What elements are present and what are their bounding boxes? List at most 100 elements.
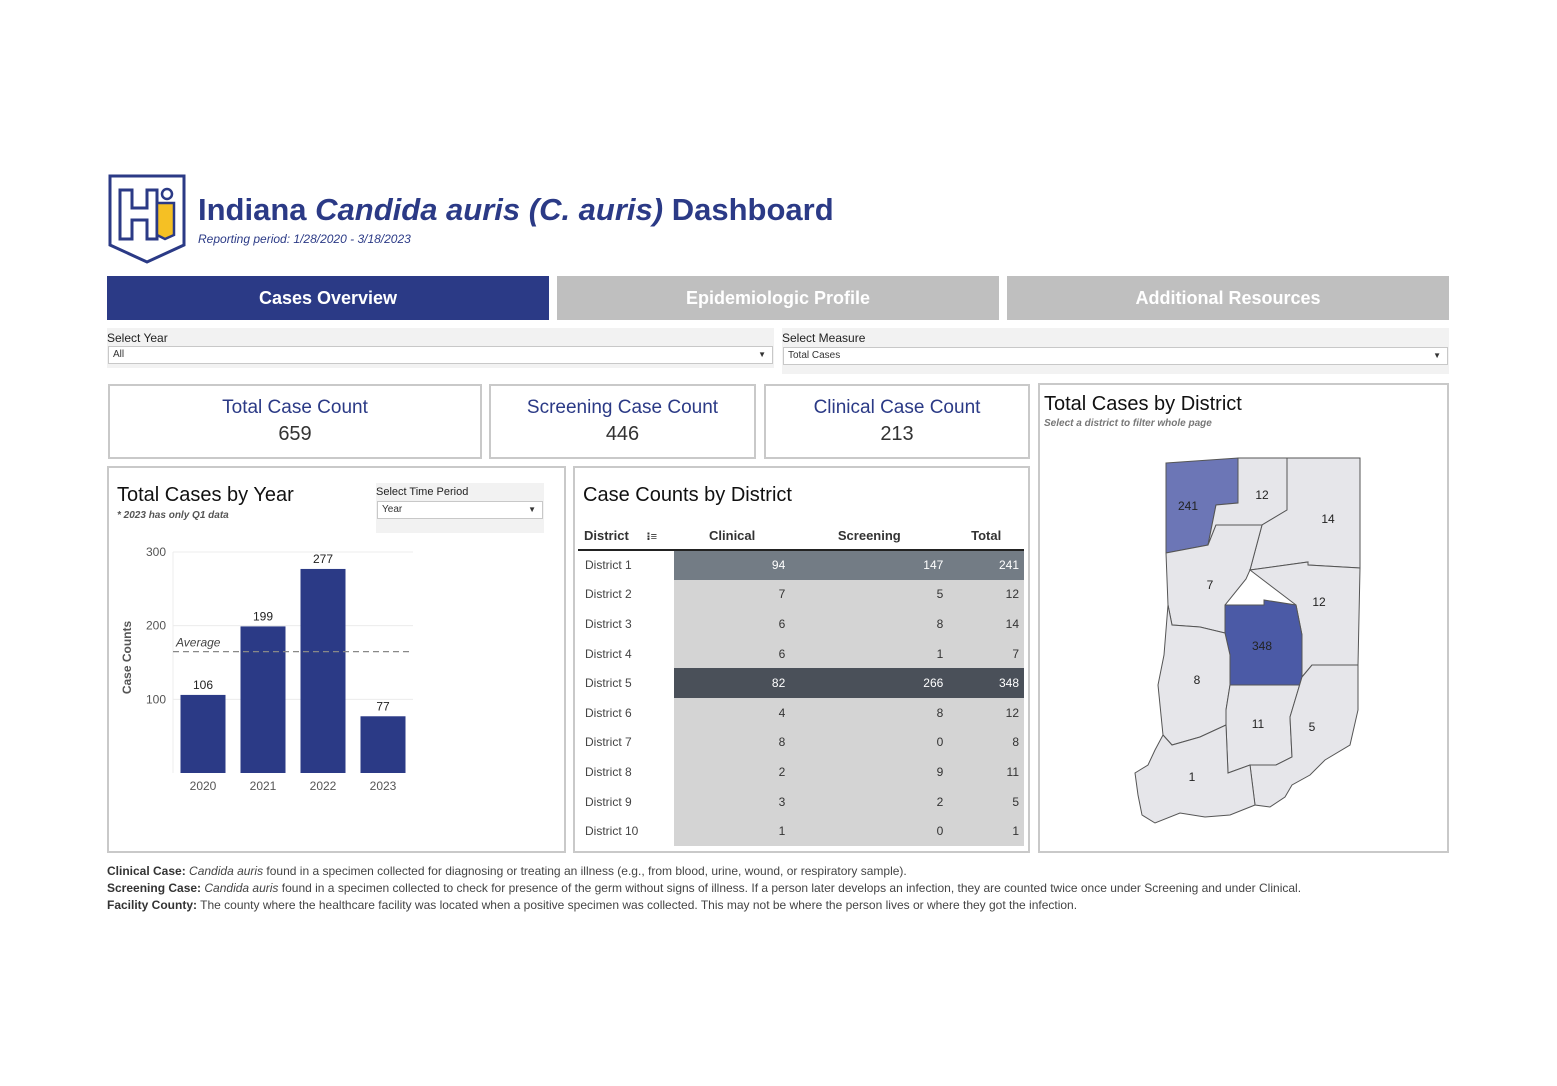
x-tick-label: 2021 — [250, 779, 277, 793]
table-row[interactable]: District 6 4 8 12 — [578, 697, 1024, 728]
total-cell: 7 — [948, 638, 1024, 669]
clinical-cell: 82 — [674, 668, 791, 698]
table-row[interactable]: District 1 94 147 241 — [578, 550, 1024, 580]
indiana-health-logo — [108, 174, 186, 264]
screening-cell: 5 — [790, 579, 949, 610]
map-label-district-5: 348 — [1252, 639, 1272, 653]
chevron-down-icon: ▼ — [528, 505, 536, 514]
measure-select-value: Total Cases — [788, 350, 841, 361]
map-label-district-8: 11 — [1252, 717, 1265, 731]
footnotes: Clinical Case: Candida auris found in a … — [107, 863, 1301, 914]
sort-icon[interactable]: ⁝≡ — [646, 531, 658, 543]
kpi-value: 659 — [278, 423, 312, 445]
district-table-title: Case Counts by District — [583, 484, 792, 506]
tab-additional-resources[interactable]: Additional Resources — [1007, 276, 1449, 320]
y-tick-label: 200 — [146, 619, 166, 633]
clinical-cell: 3 — [674, 786, 791, 817]
measure-select[interactable]: Total Cases ▼ — [783, 347, 1448, 365]
clinical-cell: 7 — [674, 579, 791, 610]
average-label: Average — [175, 636, 221, 650]
screening-cell: 8 — [790, 609, 949, 639]
tab-epidemiologic-profile[interactable]: Epidemiologic Profile — [557, 276, 999, 320]
total-cell: 348 — [948, 668, 1024, 698]
footnote-italic: Candida auris — [204, 881, 279, 895]
bar-value-label: 106 — [193, 678, 213, 692]
district-name-cell: District 1 — [578, 550, 674, 580]
map-district-9[interactable] — [1249, 664, 1359, 808]
map-label-district-3: 14 — [1321, 512, 1335, 526]
footnote-term: Screening Case: — [107, 881, 202, 895]
year-filter-label: Select Year — [107, 331, 168, 345]
bar-value-label: 277 — [313, 552, 333, 566]
time-period-filter: Select Time Period Year ▼ — [376, 483, 544, 533]
district-name-cell: District 2 — [578, 579, 674, 610]
cases-by-year-title: Total Cases by Year — [117, 484, 294, 506]
time-period-select[interactable]: Year ▼ — [377, 501, 543, 519]
total-cell: 14 — [948, 609, 1024, 639]
screening-cell: 2 — [790, 786, 949, 817]
map-district-10[interactable] — [1134, 724, 1256, 824]
time-period-label: Select Time Period — [376, 486, 469, 498]
map-label-district-1: 241 — [1178, 499, 1198, 513]
screening-cell: 147 — [790, 550, 949, 580]
bar-value-label: 199 — [253, 609, 273, 623]
map-subtitle: Select a district to filter whole page — [1044, 418, 1212, 429]
col-header-district[interactable]: District ⁝≡ — [578, 522, 674, 551]
table-row[interactable]: District 2 7 5 12 — [578, 579, 1024, 610]
col-header-clinical[interactable]: Clinical — [674, 522, 791, 551]
bar-2023 — [360, 716, 406, 773]
footnote: Screening Case: Candida auris found in a… — [107, 880, 1301, 897]
clinical-cell: 6 — [674, 638, 791, 669]
tab-cases-overview[interactable]: Cases Overview — [107, 276, 549, 320]
total-cell: 241 — [948, 550, 1024, 580]
table-row[interactable]: District 8 2 9 11 — [578, 757, 1024, 787]
district-name-cell: District 9 — [578, 786, 674, 817]
year-select[interactable]: All ▼ — [108, 346, 773, 364]
clinical-cell: 6 — [674, 609, 791, 639]
total-cell: 5 — [948, 786, 1024, 817]
footnote-italic: Candida auris — [189, 864, 264, 878]
bar-2022 — [300, 568, 346, 773]
district-name-cell: District 6 — [578, 697, 674, 728]
year-note: * 2023 has only Q1 data — [117, 510, 229, 521]
screening-cell: 0 — [790, 727, 949, 758]
screening-cell: 1 — [790, 638, 949, 669]
year-select-value: All — [113, 349, 125, 360]
district-name-cell: District 5 — [578, 668, 674, 698]
chevron-down-icon: ▼ — [1433, 351, 1441, 360]
indiana-district-map: 241 12 14 7 12 348 8 11 5 1 — [1134, 457, 1361, 824]
kpi-label: Total Case Count — [222, 397, 368, 418]
clinical-cell: 2 — [674, 757, 791, 787]
screening-cell: 9 — [790, 757, 949, 787]
total-cell: 11 — [948, 757, 1024, 787]
table-row[interactable]: District 10 1 0 1 — [578, 816, 1024, 846]
district-name-cell: District 10 — [578, 816, 674, 846]
screening-cell: 0 — [790, 816, 949, 846]
footnote: Facility County: The county where the he… — [107, 897, 1301, 914]
district-name-cell: District 4 — [578, 638, 674, 669]
clinical-cell: 8 — [674, 727, 791, 758]
table-row[interactable]: District 3 6 8 14 — [578, 609, 1024, 639]
chevron-down-icon: ▼ — [758, 350, 766, 359]
bar-2020 — [180, 694, 226, 773]
kpi-label: Clinical Case Count — [813, 397, 981, 418]
clinical-cell: 1 — [674, 816, 791, 846]
kpi-value: 446 — [605, 423, 640, 445]
measure-filter: Select Measure Total Cases ▼ — [782, 328, 1449, 374]
footnote-text: found in a specimen collected for diagno… — [263, 864, 907, 878]
bar-2021 — [240, 626, 286, 773]
col-header-total[interactable]: Total — [948, 522, 1024, 551]
x-tick-label: 2020 — [190, 779, 217, 793]
y-tick-label: 100 — [146, 692, 166, 706]
kpi-value: 213 — [880, 423, 914, 445]
map-title: Total Cases by District — [1044, 393, 1242, 415]
screening-cell: 266 — [790, 668, 949, 698]
total-cell: 1 — [948, 816, 1024, 846]
x-tick-label: 2022 — [310, 779, 337, 793]
col-header-screening[interactable]: Screening — [790, 522, 949, 551]
map-label-district-9: 5 — [1309, 720, 1316, 734]
table-row[interactable]: District 5 82 266 348 — [578, 668, 1024, 698]
